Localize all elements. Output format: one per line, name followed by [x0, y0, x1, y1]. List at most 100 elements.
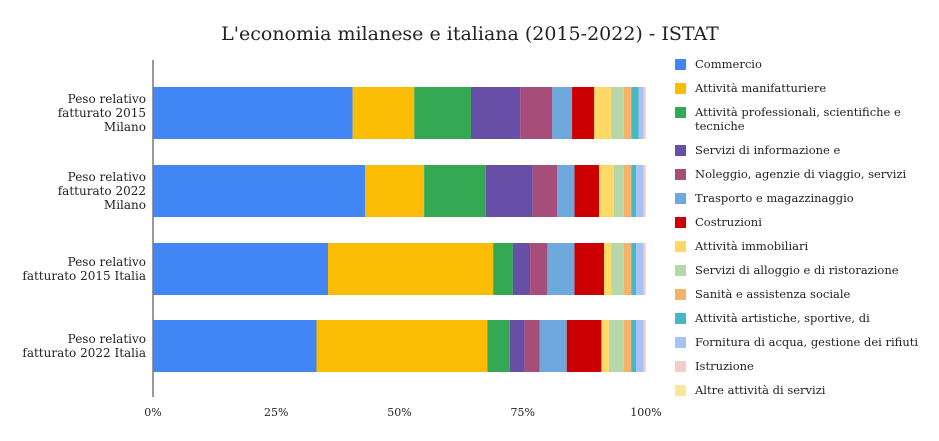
bar-segment [631, 165, 637, 217]
legend-label: Servizi di alloggio e di ristorazione [695, 263, 899, 277]
legend-swatch [675, 145, 686, 156]
legend-item: Attività professionali, scientifiche ete… [675, 105, 901, 133]
x-tick-label: 0% [144, 406, 161, 419]
bar-segment [604, 243, 612, 295]
bar-segment [572, 87, 595, 139]
legend: Commercio Attività manifatturiere Attività… [675, 57, 918, 397]
legend-label: Attività professionali, scientifiche e [694, 105, 901, 119]
bar-segment [547, 243, 575, 295]
legend-swatch [675, 241, 686, 252]
bar-segment [552, 87, 573, 139]
legend-swatch [675, 337, 686, 348]
x-tick-label: 100% [630, 406, 661, 419]
bar-segment [509, 320, 525, 372]
category-label-line: Peso relativo [68, 255, 146, 269]
bar-segment [485, 165, 533, 217]
bar-segment [532, 165, 558, 217]
bar-segment [512, 243, 531, 295]
bar-segment [316, 320, 488, 372]
bar-segment [539, 320, 567, 372]
bar-segment [424, 165, 486, 217]
category-label-line: Milano [104, 120, 146, 134]
legend-label: Costruzioni [695, 215, 762, 229]
category-label-line: fatturato 2015 [58, 106, 146, 120]
bar-segment [611, 243, 624, 295]
legend-item: Noleggio, agenzie di viaggio, servizi [675, 167, 907, 181]
bar-segment [645, 87, 646, 139]
bar-segment [623, 165, 632, 217]
x-tick-label: 75% [511, 406, 535, 419]
category-label-line: fatturato 2022 Italia [22, 346, 146, 360]
x-tick-label: 50% [387, 406, 411, 419]
bar-segment [520, 87, 553, 139]
bar-segment [611, 87, 624, 139]
bar-segment [574, 165, 600, 217]
bar-segment [623, 87, 632, 139]
legend-swatch [675, 107, 686, 118]
legend-label: Commercio [695, 57, 762, 71]
x-tick-label: 25% [264, 406, 288, 419]
bar-segment [557, 165, 575, 217]
bar-segment [636, 243, 644, 295]
legend-item: Attività immobiliari [675, 239, 808, 253]
bar-segment [645, 243, 646, 295]
bar-segment [613, 165, 624, 217]
legend-swatch [675, 313, 686, 324]
legend-label: Altre attività di servizi [694, 383, 826, 397]
bar-segment [643, 243, 646, 295]
bar-segment [493, 243, 513, 295]
bar-segment [643, 87, 646, 139]
bar-segment [645, 320, 646, 372]
legend-item: Attività manifatturiere [675, 81, 826, 95]
bar-segment [631, 320, 637, 372]
legend-label: Fornitura di acqua, gestione dei rifiuti [695, 335, 918, 349]
category-label-line: Peso relativo [68, 92, 146, 106]
bar-segment [574, 243, 605, 295]
legend-label: tecniche [695, 119, 745, 133]
legend-swatch [675, 59, 686, 70]
category-label-line: Milano [104, 198, 146, 212]
legend-item: Servizi di alloggio e di ristorazione [675, 263, 899, 277]
legend-item: Costruzioni [675, 215, 762, 229]
bar-segment [608, 320, 624, 372]
legend-swatch [675, 217, 686, 228]
bar-segment [328, 243, 494, 295]
bar-segment [601, 320, 609, 372]
legend-item: Altre attività di servizi [675, 383, 826, 397]
legend-item: Istruzione [675, 359, 754, 373]
bar-segment [638, 87, 644, 139]
legend-label: Attività immobiliari [694, 239, 808, 253]
category-label-line: fatturato 2022 [58, 184, 146, 198]
bar-segment [645, 165, 646, 217]
bar-segment [631, 87, 639, 139]
legend-item: Fornitura di acqua, gestione dei rifiuti [675, 335, 918, 349]
bar-segment [352, 87, 415, 139]
bar-segment [530, 243, 548, 295]
bar-segment [153, 87, 353, 139]
legend-item: Trasporto e magazzinaggio [675, 191, 854, 205]
bar-segment [470, 87, 521, 139]
bar-segment [643, 320, 646, 372]
bar-segment [414, 87, 471, 139]
bar-segment [594, 87, 612, 139]
bar-segment [623, 243, 632, 295]
bar-segment [153, 320, 317, 372]
legend-label: Attività artistiche, sportive, di [694, 311, 870, 325]
bar-segment [643, 165, 646, 217]
bar-segment [153, 243, 329, 295]
legend-swatch [675, 169, 686, 180]
legend-label: Sanità e assistenza sociale [695, 287, 851, 301]
legend-item: Attività artistiche, sportive, di [675, 311, 870, 325]
category-label-line: Peso relativo [68, 332, 146, 346]
bar-segment [623, 320, 632, 372]
legend-label: Attività manifatturiere [694, 81, 826, 95]
bar-segment [524, 320, 540, 372]
legend-item: Sanità e assistenza sociale [675, 287, 851, 301]
bar-segment [631, 243, 637, 295]
